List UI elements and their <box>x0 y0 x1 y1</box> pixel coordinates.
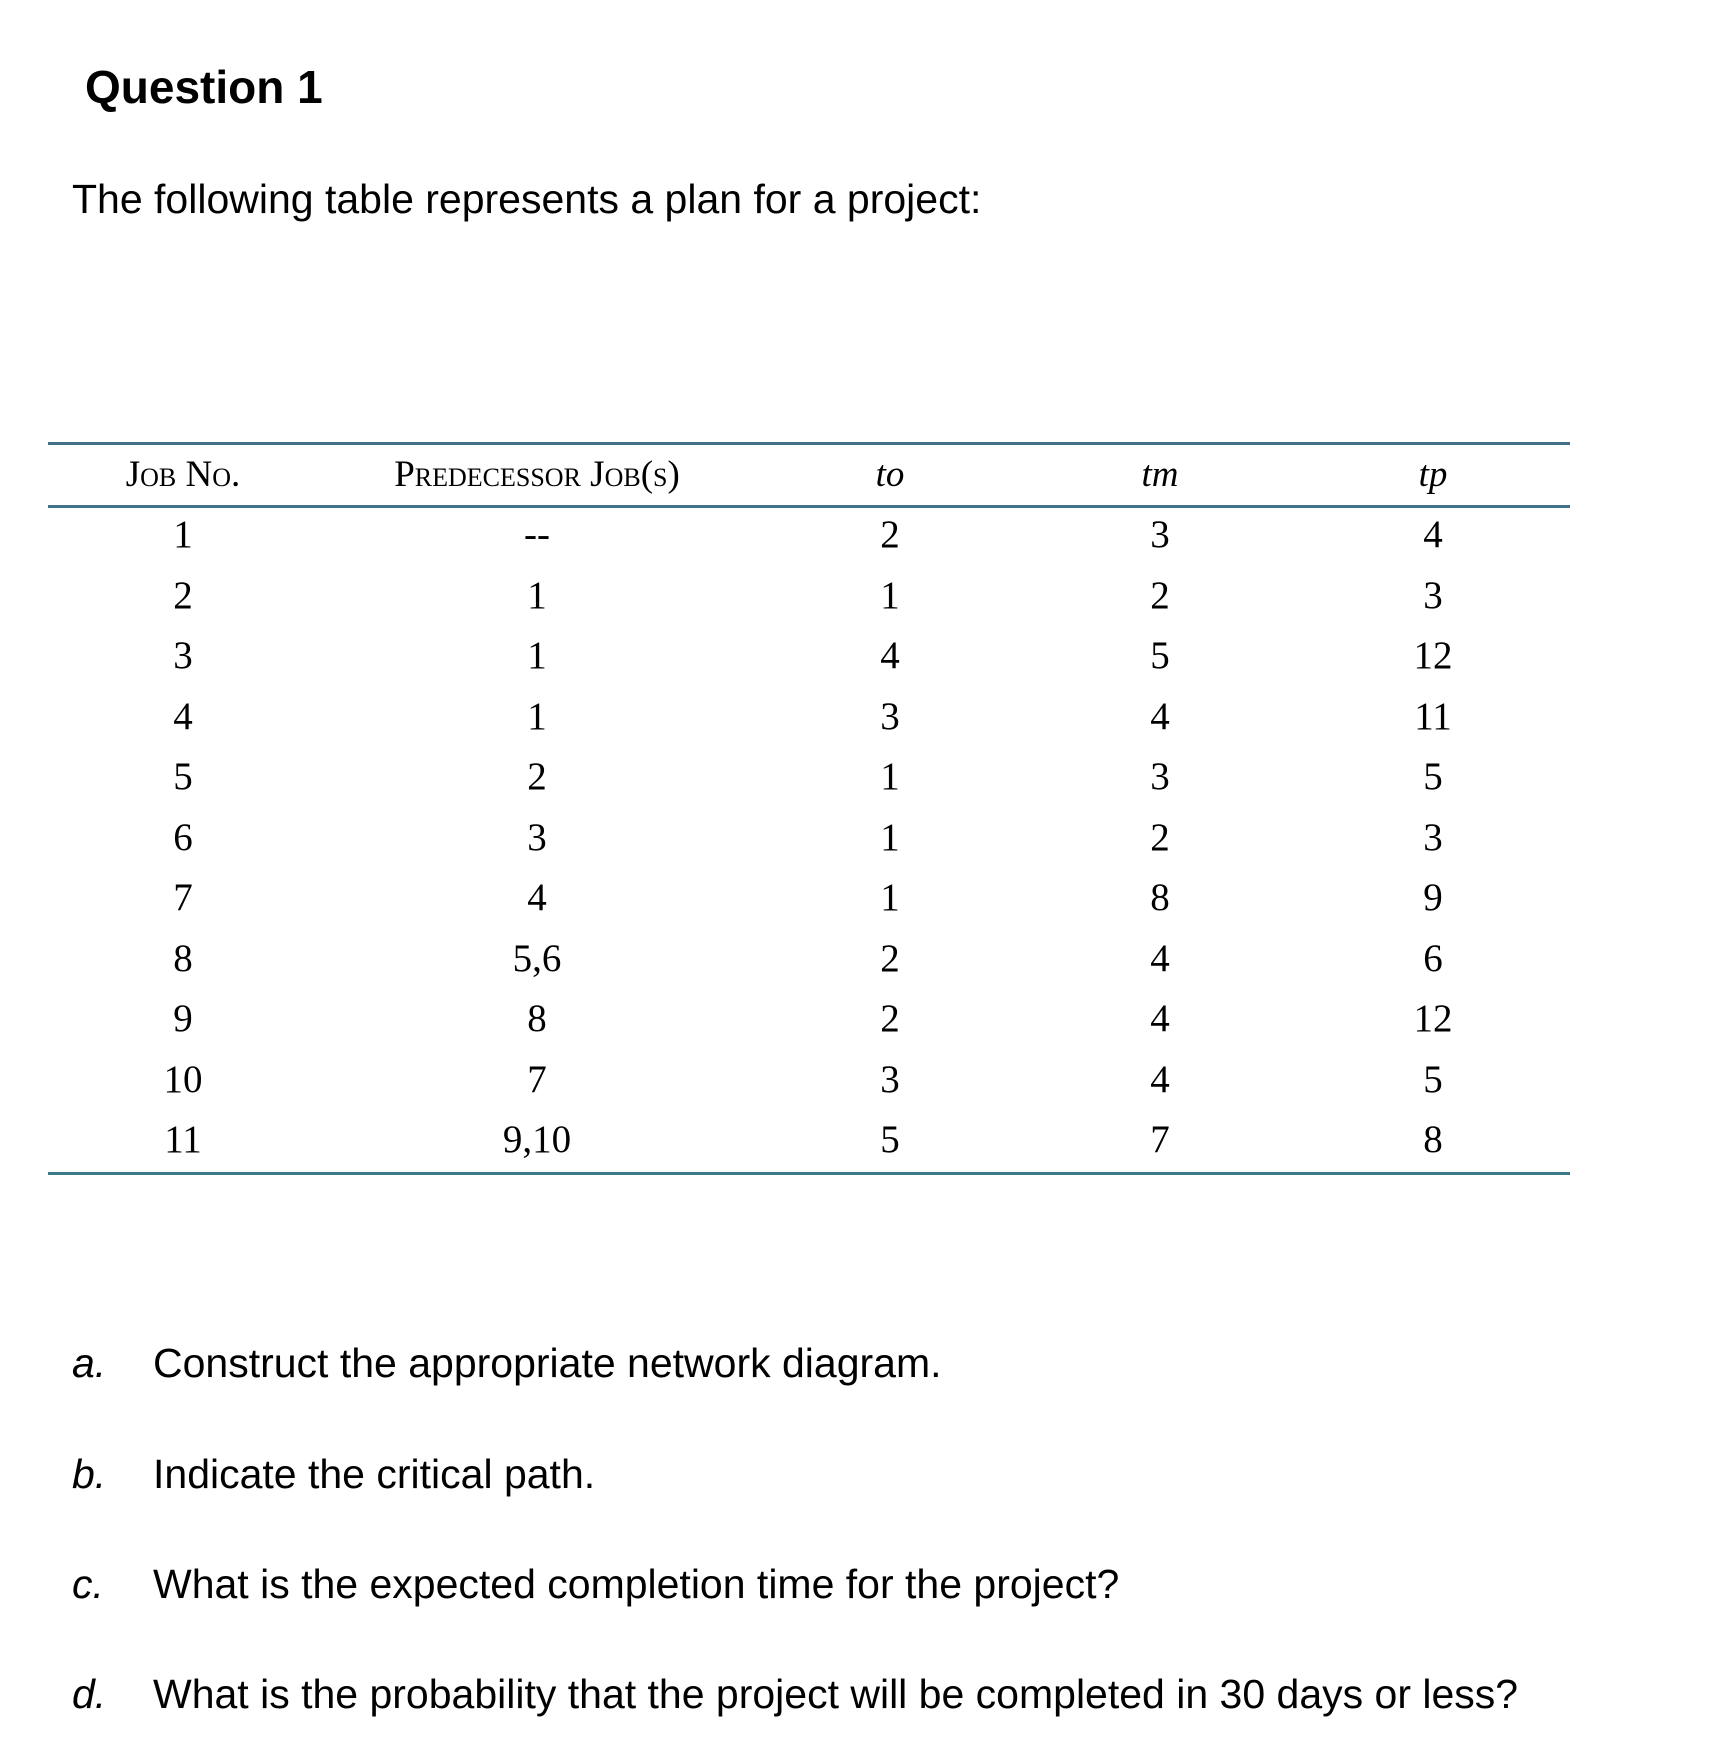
table-bottom-rule <box>48 1172 1570 1175</box>
cell-tm: 2 <box>1150 815 1170 859</box>
cell-to: 2 <box>880 936 900 980</box>
table-header-rule <box>48 505 1570 508</box>
table-row: 8 5,6 2 4 6 <box>0 929 1732 989</box>
cell-tm: 2 <box>1150 573 1170 617</box>
cell-tp: 12 <box>1413 997 1453 1040</box>
cell-tp: 3 <box>1423 815 1443 859</box>
table-row: 1 -- 2 3 4 <box>0 505 1732 565</box>
cell-tp: 11 <box>1414 694 1452 738</box>
cell-tm: 7 <box>1150 1118 1170 1161</box>
cell-to: 4 <box>880 634 900 677</box>
cell-job-no: 3 <box>173 634 193 677</box>
intro-text: The following table represents a plan fo… <box>72 176 982 222</box>
cell-to: 5 <box>880 1118 900 1161</box>
table-row: 10 7 3 4 5 <box>0 1050 1732 1110</box>
table-row: 11 9,10 5 7 8 <box>0 1110 1732 1170</box>
cell-tm: 4 <box>1150 694 1170 738</box>
cell-to: 1 <box>880 573 900 617</box>
cell-to: 1 <box>880 876 900 919</box>
cell-to: 1 <box>880 755 900 798</box>
cell-tp: 8 <box>1423 1118 1443 1161</box>
cell-tm: 3 <box>1150 755 1170 798</box>
cell-to: 3 <box>880 1057 900 1101</box>
cell-to: 2 <box>880 513 900 556</box>
question-text: What is the probability that the project… <box>153 1671 1519 1717</box>
cell-tp: 4 <box>1423 513 1443 556</box>
cell-job-no: 4 <box>173 694 193 738</box>
cell-tm: 3 <box>1150 513 1170 556</box>
header-tm: tm <box>1141 454 1179 495</box>
table-row: 5 2 1 3 5 <box>0 747 1732 807</box>
cell-job-no: 2 <box>173 573 193 617</box>
cell-job-no: 1 <box>173 513 193 556</box>
cell-predecessor: 7 <box>527 1057 547 1101</box>
cell-predecessor: 1 <box>527 573 547 617</box>
cell-tm: 4 <box>1150 997 1170 1040</box>
cell-predecessor: 5,6 <box>512 936 562 980</box>
cell-tm: 5 <box>1150 634 1170 677</box>
question-text: Construct the appropriate network diagra… <box>153 1340 942 1386</box>
question-text: What is the expected completion time for… <box>153 1561 1120 1607</box>
question-label: b. <box>72 1451 107 1497</box>
cell-tm: 8 <box>1150 876 1170 919</box>
question-text: Indicate the critical path. <box>153 1451 596 1497</box>
table-row: 9 8 2 4 12 <box>0 989 1732 1049</box>
question-label: a. <box>72 1340 107 1386</box>
cell-predecessor: 4 <box>527 876 547 919</box>
cell-tp: 9 <box>1423 876 1443 919</box>
cell-to: 3 <box>880 694 900 738</box>
header-to: to <box>875 454 905 495</box>
question-label: c. <box>72 1561 104 1607</box>
cell-predecessor: 9,10 <box>502 1118 572 1161</box>
cell-predecessor: 1 <box>527 634 547 677</box>
table-row: 4 1 3 4 11 <box>0 687 1732 747</box>
cell-predecessor: 3 <box>527 815 547 859</box>
cell-job-no: 9 <box>173 997 193 1040</box>
cell-tp: 5 <box>1423 1057 1443 1101</box>
cell-predecessor: 1 <box>527 694 547 738</box>
table-row: 2 1 1 2 3 <box>0 566 1732 626</box>
header-job-no: Job No. <box>125 454 241 495</box>
cell-predecessor: -- <box>524 513 550 556</box>
cell-job-no: 10 <box>163 1057 203 1101</box>
table-row: 3 1 4 5 12 <box>0 626 1732 686</box>
cell-to: 1 <box>880 815 900 859</box>
cell-to: 2 <box>880 997 900 1040</box>
cell-tp: 12 <box>1413 634 1453 677</box>
table-top-rule <box>48 442 1570 445</box>
cell-tp: 6 <box>1423 936 1443 980</box>
table-row: 6 3 1 2 3 <box>0 808 1732 868</box>
cell-tm: 4 <box>1150 936 1170 980</box>
cell-job-no: 6 <box>173 815 193 859</box>
cell-tp: 5 <box>1423 755 1443 798</box>
cell-tm: 4 <box>1150 1057 1170 1101</box>
cell-job-no: 11 <box>164 1118 202 1161</box>
cell-predecessor: 2 <box>527 755 547 798</box>
question-label: d. <box>72 1671 107 1717</box>
cell-job-no: 7 <box>173 876 193 919</box>
cell-job-no: 8 <box>173 936 193 980</box>
cell-job-no: 5 <box>173 755 193 798</box>
cell-predecessor: 8 <box>527 997 547 1040</box>
header-tp: tp <box>1418 454 1448 495</box>
table-row: 7 4 1 8 9 <box>0 868 1732 928</box>
cell-tp: 3 <box>1423 573 1443 617</box>
header-predecessor: Predecessor Job(s) <box>394 454 680 495</box>
question-title: Question 1 <box>85 61 323 113</box>
table-header-row: Job No. Predecessor Job(s) to tm tp <box>0 445 1732 505</box>
